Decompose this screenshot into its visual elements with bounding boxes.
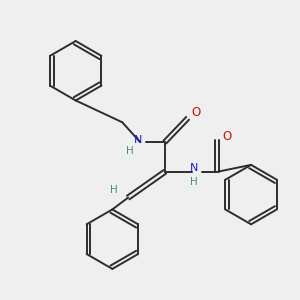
Text: N: N <box>189 163 198 173</box>
Text: H: H <box>110 184 118 195</box>
Text: N: N <box>134 135 142 145</box>
Text: H: H <box>190 177 197 187</box>
Text: H: H <box>126 146 134 156</box>
Text: O: O <box>191 106 200 119</box>
Text: O: O <box>223 130 232 142</box>
